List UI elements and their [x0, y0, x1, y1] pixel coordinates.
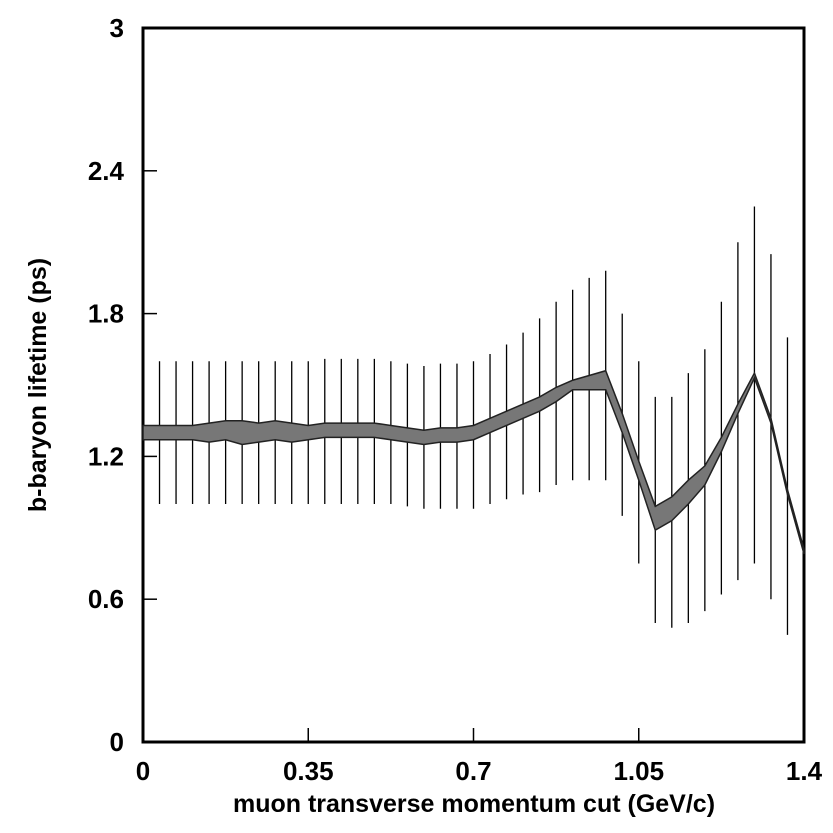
y-tick-label: 0.6	[88, 584, 124, 614]
y-axis-label: b-baryon lifetime (ps)	[24, 258, 52, 512]
x-axis-label: muon transverse momentum cut (GeV/c)	[233, 790, 715, 818]
y-tick-label: 2.4	[88, 156, 125, 186]
y-tick-label: 1.8	[88, 299, 124, 329]
y-tick-label: 0	[110, 727, 124, 757]
y-tick-label: 3	[110, 13, 124, 43]
x-tick-label: 1.05	[613, 756, 664, 786]
x-tick-label: 0.7	[455, 756, 491, 786]
x-tick-label: 0.35	[283, 756, 334, 786]
y-tick-label: 1.2	[88, 441, 124, 471]
band	[142, 369, 805, 555]
x-tick-label: 0	[136, 756, 150, 786]
x-tick-label: 1.4	[786, 756, 823, 786]
